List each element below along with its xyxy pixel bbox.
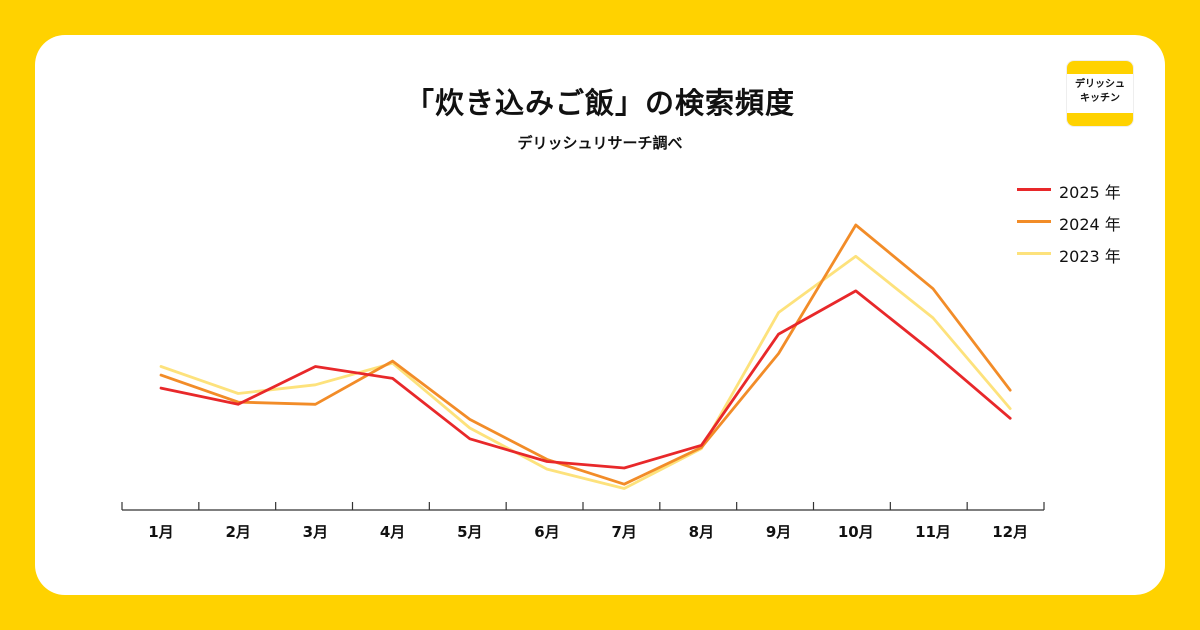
logo-line-1: デリッシュ [1075, 79, 1125, 90]
x-tick-label-6: 6月 [534, 523, 559, 541]
logo-line-2: キッチン [1080, 93, 1120, 104]
x-tick-label-11: 11月 [915, 523, 951, 541]
brand-logo: デリッシュ キッチン [1066, 60, 1134, 127]
legend-item-2024: 2024 年 [1015, 207, 1175, 235]
x-tick-label-8: 8月 [689, 523, 714, 541]
legend-swatch-2025 [1017, 188, 1051, 191]
legend-swatch-2024 [1017, 220, 1051, 223]
chart-card [35, 35, 1165, 595]
legend-label-2023: 2023 年 [1059, 247, 1121, 266]
x-tick-label-10: 10月 [838, 523, 874, 541]
x-tick-label-3: 3月 [303, 523, 328, 541]
x-tick-label-1: 1月 [148, 523, 173, 541]
x-tick-label-12: 12月 [992, 523, 1028, 541]
logo-band-top [1067, 61, 1133, 74]
series-line-2023 [159, 254, 1012, 490]
chart-subtitle: デリッシュリサーチ調べ [517, 134, 683, 152]
x-tick-label-2: 2月 [225, 523, 250, 541]
x-tick-label-4: 4月 [380, 523, 405, 541]
logo-band-bottom [1067, 113, 1133, 126]
x-tick-label-9: 9月 [766, 523, 791, 541]
legend-item-2025: 2025 年 [1015, 175, 1175, 203]
logo-text: デリッシュ キッチン [1067, 78, 1133, 106]
legend-swatch-2023 [1017, 252, 1051, 255]
series-line-2024 [159, 223, 1012, 486]
chart-title: 「炊き込みご飯」の検索頻度 [404, 86, 795, 120]
x-tick-label-5: 5月 [457, 523, 482, 541]
series-line-2025 [159, 289, 1012, 470]
x-tick-label-7: 7月 [611, 523, 636, 541]
legend-label-2024: 2024 年 [1059, 215, 1121, 234]
legend-label-2025: 2025 年 [1059, 183, 1121, 202]
legend-item-2023: 2023 年 [1015, 239, 1175, 267]
